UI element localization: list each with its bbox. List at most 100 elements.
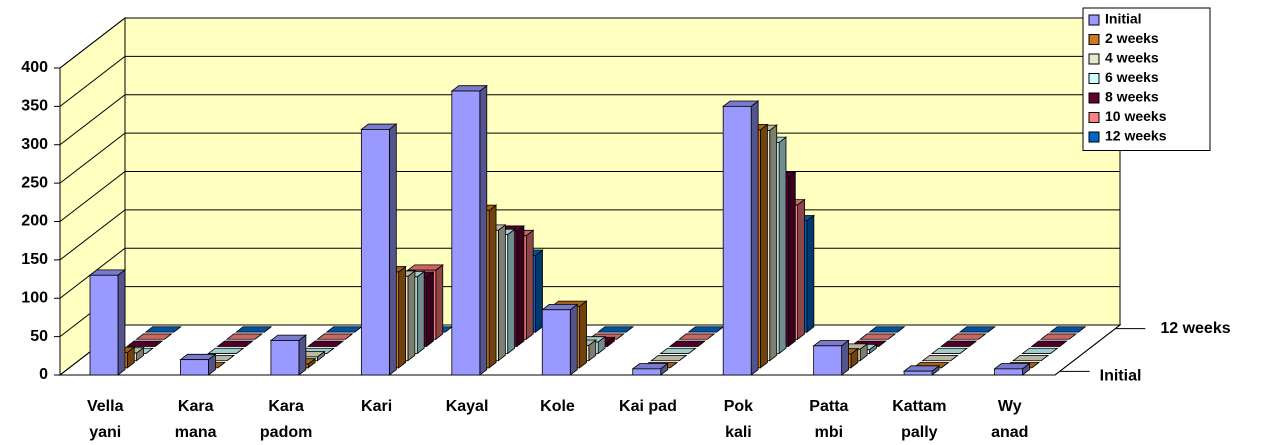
bar-top (858, 333, 897, 340)
bar-top (1039, 333, 1078, 340)
bar-side (750, 100, 759, 376)
bar-side (479, 84, 488, 376)
legend-label: 8 weeks (1105, 89, 1159, 105)
bar-side (569, 303, 578, 376)
x-tick-label: Kattam pally (892, 398, 946, 441)
bar (668, 340, 707, 347)
bar (144, 326, 182, 333)
bar-top (144, 326, 182, 333)
bar-side (535, 249, 543, 333)
bar-top (207, 347, 245, 354)
bar-top (650, 354, 688, 362)
bar-top (921, 354, 959, 362)
y-tick-label: 400 (21, 59, 48, 76)
x-tick-label: Kara mana (175, 398, 217, 441)
bar (1039, 333, 1078, 340)
bar (450, 84, 488, 376)
bar-side (841, 339, 850, 376)
x-tick-label: Patta mbi (809, 398, 848, 441)
bar-front (180, 359, 209, 376)
bar-top (125, 340, 164, 347)
bar (225, 333, 264, 340)
bar (650, 354, 688, 362)
bar-front (722, 105, 752, 376)
bar-top (596, 326, 635, 333)
legend-box (1082, 7, 1211, 151)
bar-side (507, 228, 516, 355)
bar (125, 340, 164, 347)
depth-axis (1054, 324, 1121, 376)
legend-label: 4 weeks (1105, 50, 1159, 66)
legend-swatch (1088, 112, 1100, 123)
bar-top (659, 347, 697, 354)
y-tick-label: 50 (30, 328, 48, 345)
legend-label: 2 weeks (1105, 30, 1159, 46)
bar (1011, 354, 1050, 362)
bar (596, 326, 635, 333)
bar-side (797, 198, 805, 341)
legend-swatch (1088, 131, 1100, 143)
legend-label: Initial (1105, 11, 1142, 27)
bar-top (930, 347, 969, 354)
legend-label: 12 weeks (1105, 128, 1167, 144)
bar-top (306, 340, 345, 347)
bar (216, 340, 254, 347)
legend-swatch (1088, 53, 1100, 65)
bar (207, 347, 245, 354)
bar (677, 333, 716, 340)
legend-swatch (1088, 34, 1100, 45)
bar (1021, 347, 1059, 354)
bar (1030, 340, 1068, 347)
bar-side (516, 225, 525, 348)
legend-swatch (1088, 92, 1100, 104)
bar (940, 340, 978, 347)
grid-line (59, 132, 1120, 184)
x-tick-label: Kole (540, 398, 575, 415)
bar-top (216, 340, 254, 347)
bar-side (579, 300, 587, 369)
legend-label: 6 weeks (1105, 69, 1159, 85)
bar-side (778, 136, 787, 355)
bar-side (388, 123, 397, 376)
x-tick-label: Kara padom (260, 398, 312, 441)
y-tick-label: 250 (21, 174, 48, 191)
y-tick-label: 150 (21, 251, 48, 268)
bar (722, 100, 760, 376)
y-tick-label: 300 (21, 136, 48, 153)
bar (88, 269, 127, 376)
y-tick-label: 350 (21, 98, 48, 115)
bar (993, 362, 1031, 376)
bar-top (234, 326, 273, 333)
bar (921, 354, 959, 362)
bar-side (416, 270, 425, 355)
bar (234, 326, 273, 333)
bar (659, 347, 697, 354)
bar (868, 326, 906, 333)
y-tick-label: 100 (21, 289, 48, 306)
bar (1049, 326, 1087, 333)
bar-side (398, 265, 407, 369)
bar-top (225, 333, 264, 340)
legend-swatch (1088, 14, 1100, 26)
bar-side (497, 224, 506, 362)
x-tick-label: Kari (361, 398, 392, 415)
x-tick-label: Kayal (446, 398, 489, 415)
bar (949, 333, 987, 340)
bar (958, 326, 996, 333)
x-tick-label: Pok kali (724, 398, 753, 441)
bar (631, 362, 669, 376)
x-tick-label: Kai pad (619, 398, 677, 415)
bar-top (668, 340, 707, 347)
bar-top (949, 333, 987, 340)
bar-top (940, 340, 978, 347)
bar-front (903, 370, 933, 376)
bar-front (632, 368, 662, 376)
depth-tick-label: Initial (1100, 368, 1142, 385)
bar (179, 353, 217, 376)
bar-front (813, 345, 843, 376)
grid-line (59, 17, 1120, 69)
bar-side (787, 171, 796, 348)
x-tick-label: Vella yani (87, 398, 124, 441)
grid-line (59, 55, 1120, 107)
